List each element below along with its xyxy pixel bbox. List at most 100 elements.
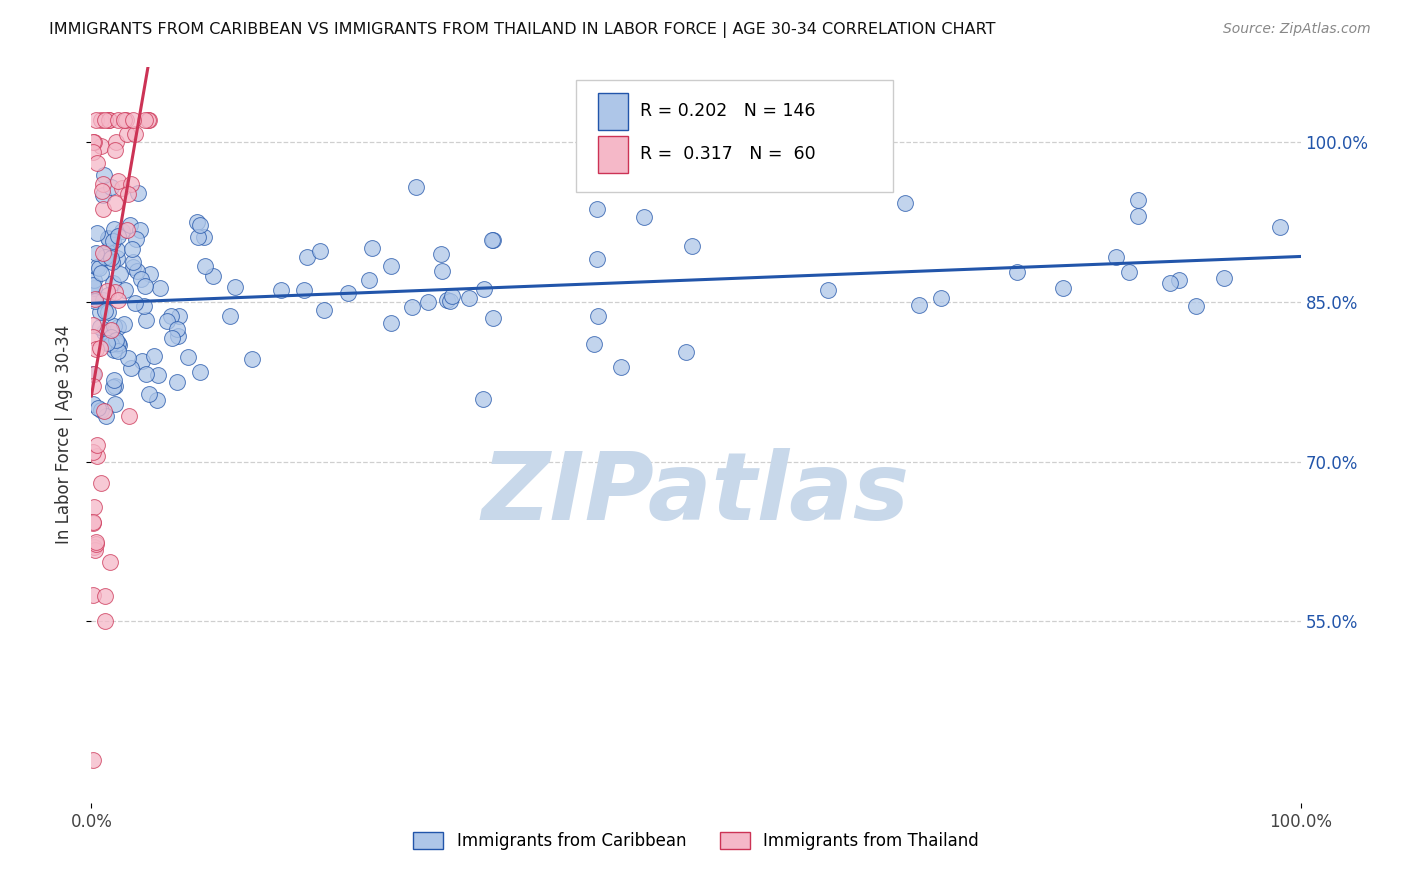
Point <box>103 277 125 291</box>
Point <box>96 244 118 259</box>
Point <box>401 300 423 314</box>
Point <box>105 243 128 257</box>
Point <box>1185 299 1208 313</box>
Point <box>93 325 115 339</box>
Point <box>104 333 127 347</box>
Point <box>908 298 931 312</box>
Point <box>89 319 111 334</box>
Point <box>90 113 112 128</box>
Point <box>115 223 138 237</box>
Point <box>188 365 211 379</box>
Point <box>89 305 111 319</box>
Point <box>103 397 125 411</box>
Point <box>129 272 152 286</box>
Point <box>97 232 120 246</box>
Point <box>122 113 145 128</box>
Point <box>149 281 172 295</box>
Point <box>83 272 105 286</box>
Point <box>104 378 127 392</box>
Point <box>633 210 655 224</box>
Point <box>84 534 107 549</box>
Point <box>1052 281 1074 295</box>
Point <box>97 288 120 302</box>
Point <box>131 354 153 368</box>
Point <box>93 202 115 216</box>
Point <box>308 244 330 259</box>
Point <box>107 229 129 244</box>
Point <box>103 343 125 358</box>
Point <box>86 226 108 240</box>
Point <box>87 401 110 416</box>
Point <box>148 368 170 382</box>
Point <box>127 186 149 200</box>
Point <box>105 252 128 266</box>
Point <box>111 224 134 238</box>
Point <box>91 293 114 308</box>
Point <box>100 323 122 337</box>
Point <box>98 556 121 570</box>
Point <box>118 409 141 424</box>
Point <box>82 379 104 393</box>
Point <box>114 113 136 128</box>
Point <box>380 316 402 330</box>
Point <box>82 277 104 292</box>
Point <box>1005 265 1028 279</box>
Point <box>167 329 190 343</box>
Point <box>91 184 114 198</box>
Point <box>82 516 104 530</box>
Point <box>1159 277 1181 291</box>
Point <box>97 305 120 319</box>
Point <box>83 294 105 309</box>
Point <box>405 180 427 194</box>
Point <box>107 319 129 334</box>
Point <box>146 392 169 407</box>
Point <box>1105 250 1128 264</box>
Point <box>90 139 112 153</box>
Point <box>432 264 454 278</box>
Point <box>83 293 105 307</box>
Point <box>586 202 609 217</box>
Point <box>93 168 115 182</box>
Point <box>186 215 208 229</box>
Point <box>83 367 105 381</box>
Point <box>139 267 162 281</box>
Point <box>138 386 160 401</box>
Point <box>89 341 111 355</box>
Point <box>240 352 263 367</box>
Point <box>361 241 384 255</box>
Point <box>87 261 110 276</box>
Point <box>107 173 129 187</box>
Point <box>121 361 143 376</box>
Point <box>103 195 125 210</box>
Point <box>160 331 183 345</box>
Point <box>86 260 108 274</box>
Point <box>86 449 108 463</box>
Point <box>177 351 200 365</box>
Point <box>295 250 318 264</box>
Point <box>98 113 121 128</box>
Point <box>100 252 122 266</box>
Point <box>94 304 117 318</box>
Point <box>101 234 124 248</box>
Point <box>681 239 703 253</box>
Point <box>86 342 108 356</box>
Point <box>84 537 107 551</box>
Point <box>84 113 107 128</box>
Point <box>224 280 246 294</box>
Point <box>441 288 464 302</box>
Point <box>481 233 503 247</box>
Point <box>1126 193 1149 207</box>
Point <box>108 338 131 352</box>
Point <box>112 113 135 128</box>
Point <box>103 373 125 387</box>
Point <box>117 186 139 201</box>
Point <box>94 250 117 264</box>
Point <box>83 135 105 149</box>
Point <box>194 259 217 273</box>
Point <box>359 272 381 286</box>
Point <box>101 326 124 341</box>
Point <box>127 264 149 278</box>
Point <box>582 336 605 351</box>
Point <box>120 218 142 232</box>
Point <box>82 318 104 332</box>
